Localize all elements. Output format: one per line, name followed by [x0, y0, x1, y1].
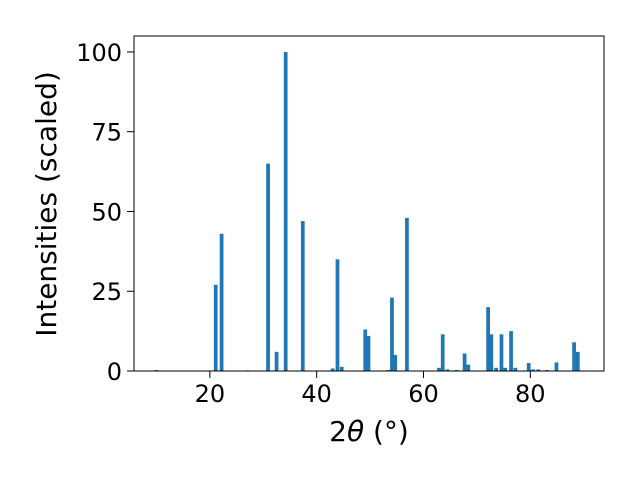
y-tick-label: 100 — [76, 39, 122, 67]
x-tick-label: 40 — [301, 380, 332, 408]
bar-4 — [266, 163, 270, 371]
x-tick-label: 60 — [408, 380, 439, 408]
bar-31 — [531, 369, 535, 371]
y-tick-label: 25 — [91, 278, 122, 306]
bar-6 — [283, 51, 288, 371]
bar-16 — [405, 217, 409, 371]
bar-9 — [335, 259, 340, 371]
bar-27 — [503, 367, 508, 371]
y-axis-label: Intensities (scaled) — [30, 71, 63, 337]
bar-35 — [572, 342, 576, 371]
bar-18 — [440, 334, 445, 371]
bar-32 — [536, 369, 541, 371]
y-axis: 0 25 50 75 100 — [76, 39, 134, 386]
bar-22 — [466, 364, 471, 371]
bar-7 — [300, 221, 305, 371]
bar-15 — [393, 355, 398, 371]
bar-12 — [366, 335, 371, 371]
y-tick-label: 50 — [91, 198, 122, 226]
x-axis-label-unit: (°) — [364, 415, 409, 448]
bar-36 — [575, 351, 580, 371]
plot-frame — [133, 35, 605, 372]
bar-5 — [274, 351, 279, 371]
y-tick-label: 0 — [107, 358, 122, 386]
bar-17 — [437, 367, 441, 371]
bar-1 — [213, 284, 218, 371]
x-axis: 20 40 60 80 — [195, 371, 546, 408]
bar-29 — [513, 367, 518, 371]
bar-8 — [330, 368, 335, 371]
bar-24 — [489, 334, 494, 371]
bar-19 — [445, 369, 450, 371]
x-axis-label: 2θ (°) — [329, 415, 409, 448]
bar-2 — [219, 233, 224, 371]
y-tick-label: 75 — [91, 119, 122, 147]
bar-26 — [499, 334, 504, 371]
bar-25 — [494, 367, 498, 371]
bar-23 — [486, 307, 490, 371]
bar-21 — [462, 353, 467, 371]
x-axis-label-theta: θ — [347, 415, 364, 448]
bar-34 — [554, 362, 559, 371]
bar-30 — [526, 363, 531, 371]
bar-series — [154, 51, 580, 371]
bar-10 — [339, 366, 344, 371]
bar-28 — [509, 331, 513, 371]
x-axis-label-main: 2 — [329, 415, 347, 448]
bar-11 — [363, 329, 368, 371]
x-tick-label: 20 — [195, 380, 226, 408]
x-tick-label: 80 — [515, 380, 546, 408]
bar-14 — [390, 297, 394, 371]
